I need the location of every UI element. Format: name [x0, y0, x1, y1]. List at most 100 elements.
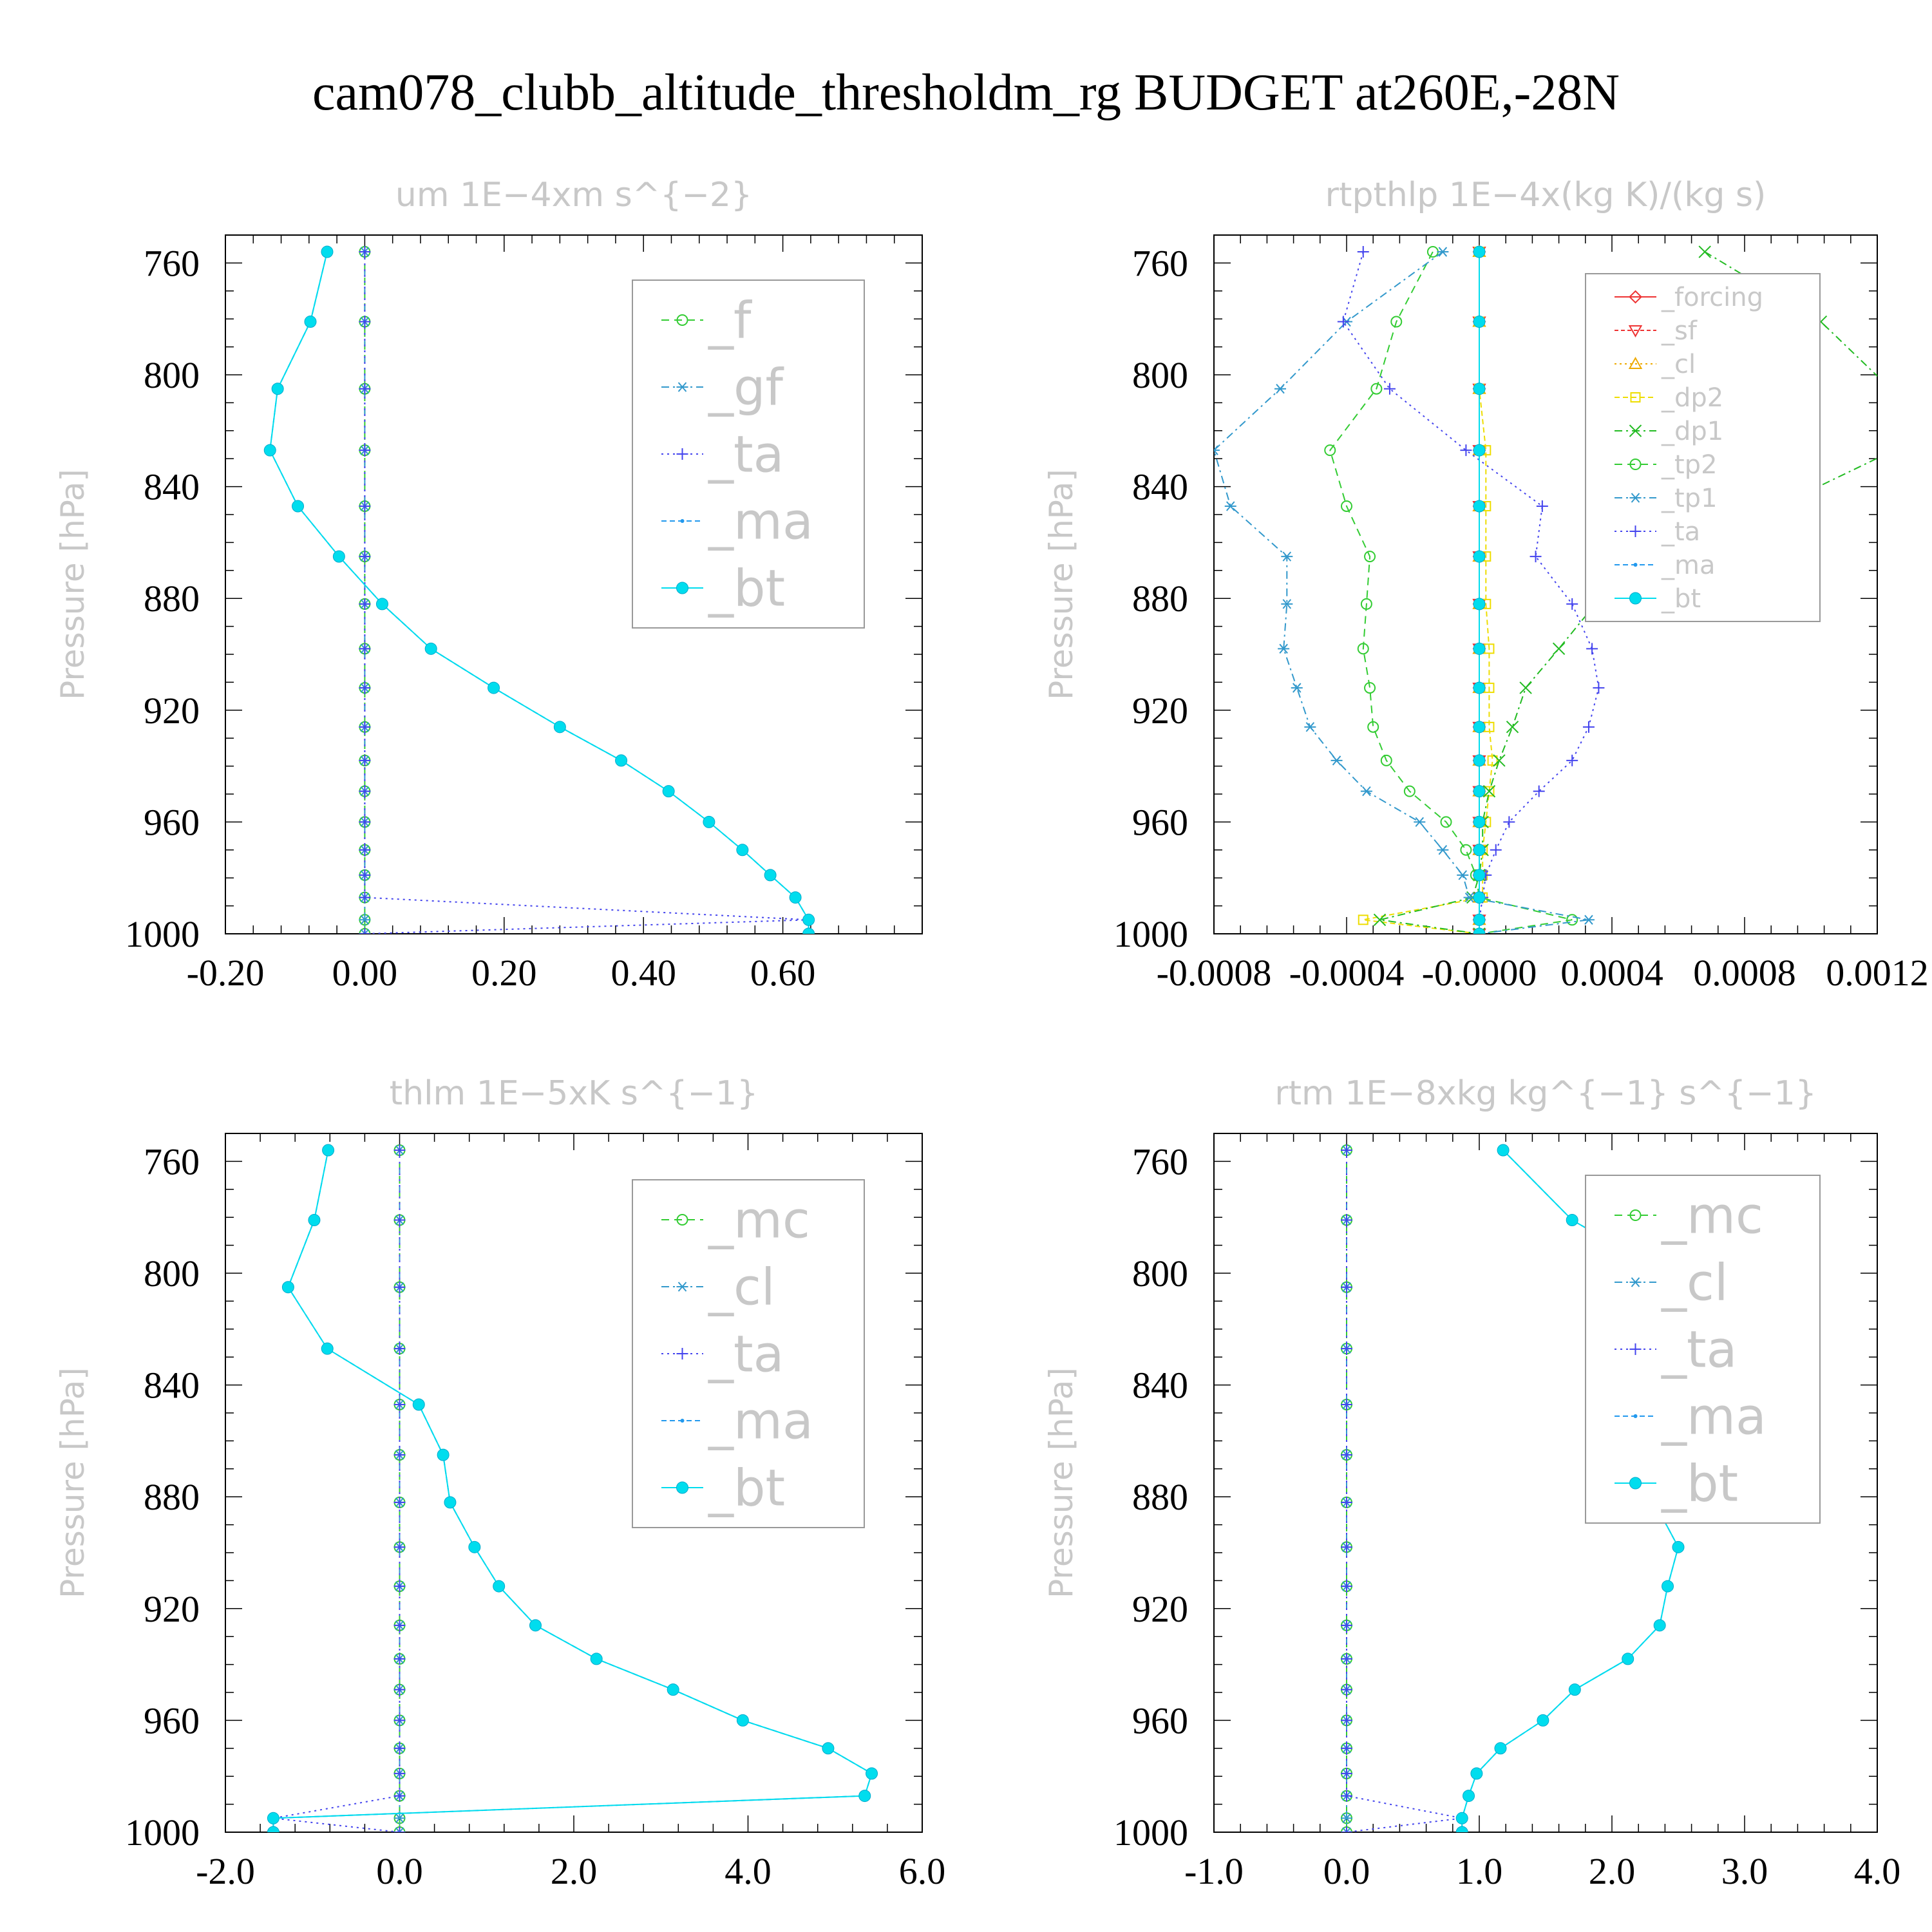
data-point [1672, 1540, 1685, 1553]
y-tick-label: 960 [144, 1700, 200, 1741]
data-point [789, 891, 802, 904]
data-point [1533, 785, 1545, 797]
y-tick-label: 880 [1132, 1476, 1188, 1518]
panel-title: rtm 1E−8xkg kg^{−1} s^{−1} [1274, 1074, 1817, 1113]
legend-label: _ta [708, 426, 784, 484]
legend-label: _dp1 [1661, 417, 1723, 446]
data-point [271, 383, 284, 395]
data-point [1281, 551, 1293, 562]
data-point [359, 891, 371, 904]
legend-box [1585, 273, 1821, 622]
data-point [1494, 1742, 1507, 1755]
y-tick-label: 960 [1132, 801, 1188, 843]
data-point [662, 785, 675, 798]
data-point [764, 869, 777, 882]
data-point [359, 316, 371, 328]
data-point [1566, 914, 1578, 926]
legend-label: _tp1 [1661, 484, 1718, 513]
legend-marker [676, 1214, 688, 1226]
legend-box [632, 279, 865, 629]
legend-marker [1629, 1277, 1642, 1287]
data-point [1536, 500, 1548, 512]
x-tick-label: 1.0 [1456, 1850, 1503, 1892]
data-point [1341, 1790, 1352, 1802]
data-point [1566, 754, 1578, 766]
legend-marker [676, 314, 688, 326]
data-point [393, 1742, 406, 1754]
legend-label: _cl [1661, 1254, 1728, 1312]
data-point [1885, 383, 1897, 395]
y-tick-label: 800 [144, 354, 200, 396]
x-tick-label: 0.20 [471, 952, 537, 994]
y-tick-label: 920 [144, 690, 200, 732]
data-point [1370, 383, 1383, 395]
data-point [553, 721, 566, 734]
data-point [802, 913, 815, 926]
plot-frame [1213, 234, 1878, 934]
y-tick-label: 760 [1132, 1141, 1188, 1182]
y-tick-label: 880 [144, 1476, 200, 1518]
data-point [1341, 1580, 1352, 1593]
legend-marker [1629, 1343, 1642, 1355]
y-axis-label: Pressure [hPa] [1043, 1367, 1080, 1598]
legend-box [1585, 1175, 1821, 1524]
y-tick-label: 840 [1132, 466, 1188, 508]
legend-label: _ma [708, 493, 813, 551]
legend: _forcing _sf _cl _dp2 _dp1 _tp2 _tp1 _ta _ma _bt [1585, 273, 1821, 622]
data-point [1473, 500, 1486, 513]
data-point [802, 927, 815, 934]
data-point [359, 551, 371, 563]
legend: _f _gf _ta _ma _bt [632, 279, 865, 629]
legend-marker [680, 1419, 685, 1423]
data-point [1582, 721, 1595, 733]
x-tick-label: 2.0 [551, 1850, 598, 1892]
series-group [267, 1144, 878, 1832]
data-point [1341, 500, 1352, 512]
data-point [359, 816, 371, 828]
data-point [1552, 642, 1566, 656]
x-tick-label: -2.0 [196, 1850, 255, 1892]
data-point [1566, 598, 1578, 610]
data-point [1497, 1144, 1510, 1157]
legend-box [632, 1179, 865, 1528]
y-tick-label: 800 [1132, 1253, 1188, 1294]
data-point [375, 598, 388, 611]
data-point [1506, 721, 1519, 734]
legend-marker [676, 1348, 688, 1359]
data-point [393, 1214, 406, 1226]
data-point [359, 914, 371, 925]
legend-marker [1628, 325, 1643, 338]
x-tick-label: 0.0 [376, 1850, 423, 1892]
data-point [1341, 1343, 1352, 1355]
data-point [359, 682, 371, 694]
data-point [292, 500, 305, 513]
y-tick-label: 760 [144, 242, 200, 284]
legend-marker [1629, 459, 1642, 470]
data-point [1331, 755, 1343, 766]
y-tick-label: 760 [1132, 242, 1188, 284]
data-point [1341, 1214, 1352, 1226]
x-tick-label: 4.0 [724, 1850, 772, 1892]
series-group [263, 245, 815, 934]
data-point [359, 754, 371, 766]
data-point [332, 550, 345, 563]
data-point [1622, 1653, 1634, 1665]
data-point [1383, 383, 1396, 395]
data-point [1224, 501, 1236, 511]
data-point [267, 1812, 279, 1824]
legend-label: _sf [1661, 316, 1698, 346]
y-axis-label: Pressure [hPa] [1043, 469, 1080, 700]
plot-frame [225, 234, 923, 934]
data-point [1278, 643, 1290, 654]
data-point [321, 245, 334, 258]
data-point [1341, 1496, 1352, 1508]
data-point [1568, 1683, 1581, 1696]
y-tick-label: 800 [144, 1253, 200, 1294]
series-line [1214, 251, 1589, 934]
x-tick-label: 0.0 [1323, 1850, 1370, 1892]
data-point [1473, 550, 1486, 563]
y-tick-label: 960 [1132, 1700, 1188, 1741]
data-point [359, 929, 371, 934]
data-point [1662, 1580, 1674, 1593]
x-tick-label: 0.0012 [1826, 952, 1929, 994]
